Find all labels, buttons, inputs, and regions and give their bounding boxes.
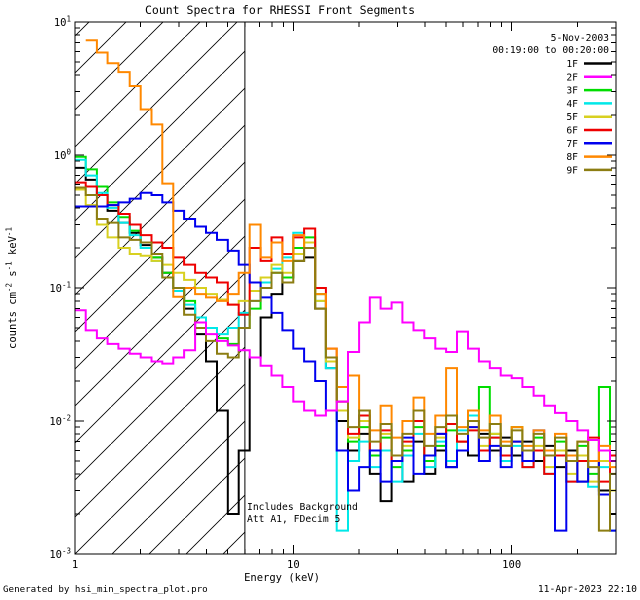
y-tick-label-10: 101 <box>54 15 71 30</box>
y-tick-label-0.01: 10-2 <box>49 414 71 429</box>
legend-entry-3F: 3F <box>566 86 612 97</box>
annotation-includes-background: Includes Background <box>247 502 358 513</box>
legend-entry-2F: 2F <box>566 72 612 83</box>
y-axis-ticks <box>75 21 616 555</box>
observation-date: 5-Nov-2003 <box>551 33 609 44</box>
legend-label-1F: 1F <box>566 59 578 70</box>
legend-label-7F: 7F <box>566 139 578 150</box>
legend-label-4F: 4F <box>566 99 578 110</box>
legend-label-3F: 3F <box>566 86 578 97</box>
series-path-9F <box>75 186 616 532</box>
y-tick-label-0.001: 10-3 <box>49 547 71 562</box>
series-path-2F <box>75 296 616 462</box>
x-tick-label-10: 10 <box>287 559 300 571</box>
legend-label-2F: 2F <box>566 72 578 83</box>
legend-entry-1F: 1F <box>566 59 612 70</box>
y-axis-label: counts cm-2 s-1 keV-1 <box>5 227 20 349</box>
annotation-attenuator-decimation: Att A1, FDecim 5 <box>247 514 340 525</box>
x-axis-label: Energy (keV) <box>244 572 320 584</box>
legend-label-8F: 8F <box>566 152 578 163</box>
hatch-region-low-energy <box>75 22 245 554</box>
footer-generator-credit: Generated by hsi_min_spectra_plot.pro <box>3 584 208 595</box>
legend-entry-9F: 9F <box>566 165 612 176</box>
legend-label-6F: 6F <box>566 126 578 137</box>
series-path-7F <box>75 191 616 532</box>
legend-label-5F: 5F <box>566 112 578 123</box>
x-tick-label-100: 100 <box>502 559 521 571</box>
spectra-curves <box>75 39 616 532</box>
y-tick-label-0.1: 10-1 <box>49 281 71 296</box>
footer-timestamp: 11-Apr-2023 22:10 <box>538 584 637 595</box>
plot-title: Count Spectra for RHESSI Front Segments <box>145 3 415 17</box>
legend-entry-7F: 7F <box>566 139 612 150</box>
y-axis-tick-labels: 101 100 10-1 10-2 10-3 <box>49 15 71 562</box>
series-path-8F <box>85 39 616 469</box>
legend-entry-8F: 8F <box>566 152 612 163</box>
x-axis-ticks <box>74 22 617 554</box>
legend-entry-5F: 5F <box>566 112 612 123</box>
legend-entry-4F: 4F <box>566 99 612 110</box>
observation-time-range: 00:19:00 to 00:20:00 <box>492 45 609 56</box>
legend-entry-6F: 6F <box>566 126 612 137</box>
x-axis-tick-labels: 1 10 100 <box>72 559 521 571</box>
legend-label-9F: 9F <box>566 165 578 176</box>
x-tick-label-1: 1 <box>72 559 78 571</box>
y-tick-label-1: 100 <box>54 148 72 163</box>
detector-legend: 1F 2F 3F 4F 5F 6F 7F 8F 9F <box>566 59 612 176</box>
